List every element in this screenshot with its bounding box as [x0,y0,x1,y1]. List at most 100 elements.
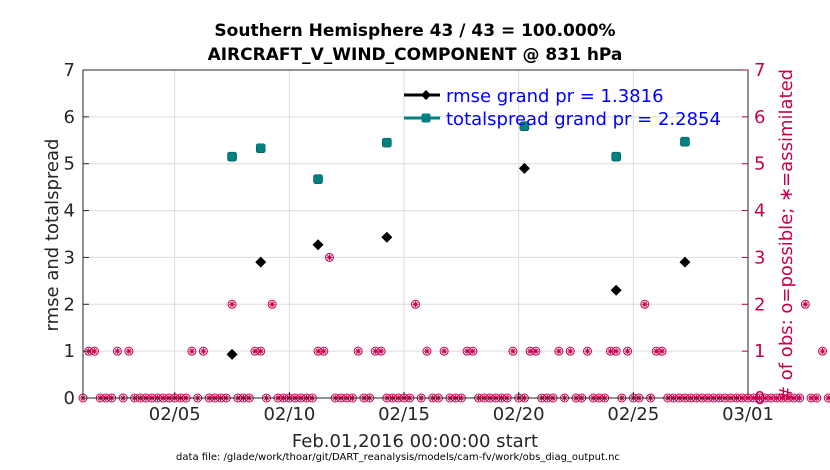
obs-assimilated-marker [125,348,132,355]
obs-assimilated-marker [767,395,774,401]
obs-possible-marker [124,346,134,356]
bottom-tick-label: 02/25 [607,404,659,425]
obs-assimilated-marker [567,348,574,355]
legend-rmse-label: rmse grand pr = 1.3816 [446,86,664,107]
left-tick-label: 3 [64,247,75,268]
obs-count-point [325,252,335,262]
obs-assimilated-marker [785,395,792,401]
obs-possible-marker [508,346,518,356]
right-tick-label: 1 [754,341,765,362]
bottom-tick-label: 02/10 [263,404,315,425]
obs-assimilated-marker [320,348,327,355]
obs-count-point [439,346,449,356]
obs-count-point [411,299,420,309]
obs-assimilated-marker [229,301,236,308]
obs-assimilated-marker [469,348,476,355]
obs-count-point [554,346,564,356]
obs-assimilated-marker [257,348,264,355]
obs-possible-marker [267,299,277,309]
obs-possible-marker [657,346,667,356]
obs-assimilated-marker [423,348,430,355]
legend-spread-label: totalspread grand pr = 2.2854 [446,109,721,130]
obs-count-point [376,346,386,356]
obs-count-point [800,299,810,309]
rmse-point [518,162,530,174]
bottom-axis-ticks: 02/05 02/10 02/15 02/20 02/25 03/01 [149,392,774,425]
obs-possible-marker [554,346,564,356]
spread-point [313,174,323,184]
obs-assimilated-marker [659,348,666,355]
obs-count-point [531,346,541,356]
obs-assimilated-marker [773,395,780,401]
y-axis-label-left: rmse and totalspread [42,139,63,332]
obs-possible-marker [319,346,329,356]
obs-assimilated-marker [527,348,534,355]
obs-assimilated-marker [790,395,797,401]
obs-count-point [124,346,134,356]
right-tick-label: 2 [754,294,765,315]
obs-count-point [657,346,667,356]
legend: rmse grand pr = 1.3816 totalspread grand… [404,86,721,130]
obs-count-point [565,346,575,356]
left-axis-ticks: 0 1 2 3 4 5 6 7 [64,60,89,409]
spread-point [382,137,392,148]
obs-assimilated-marker [200,348,207,355]
obs-possible-marker [812,393,822,403]
obs-assimilated-marker [825,395,830,401]
left-tick-label: 5 [64,154,75,175]
rmse-point [381,231,393,243]
right-tick-label: 5 [754,154,765,175]
spread-point [227,151,237,162]
obs-possible-marker [611,346,621,356]
spread-point [519,121,530,132]
obs-assimilated-marker [653,348,660,355]
obs-assimilated-marker [584,348,591,355]
obs-count-point [823,393,830,403]
right-tick-label: 0 [754,388,765,409]
obs-possible-marker [422,346,432,356]
obs-assimilated-marker [802,301,809,308]
obs-assimilated-marker [91,348,98,355]
obs-possible-marker [468,346,478,356]
bottom-tick-label: 02/20 [493,404,545,425]
obs-possible-marker [376,346,386,356]
legend-rmse-marker [421,90,431,100]
obs-assimilated-marker [269,301,276,308]
obs-count-point [198,346,208,356]
obs-possible-marker [818,346,828,356]
obs-assimilated-marker [796,395,803,401]
obs-possible-marker [823,393,830,403]
left-tick-label: 7 [64,60,75,81]
obs-possible-marker [800,299,810,309]
obs-count-point [112,346,122,356]
obs-count-point [508,346,518,356]
rmse-point [255,256,267,268]
obs-count-point [267,299,277,309]
bottom-tick-label: 02/15 [378,404,430,425]
obs-assimilated-marker [808,395,815,401]
obs-possible-marker [795,393,805,403]
obs-count-point [623,346,633,356]
obs-assimilated-marker [762,395,769,401]
obs-possible-marker [198,346,208,356]
obs-assimilated-marker [315,348,322,355]
obs-count-point [353,346,363,356]
obs-possible-marker [439,346,449,356]
obs-assimilated-marker [464,348,471,355]
chart-title-line1: Southern Hemisphere 43 / 43 = 100.000% [214,21,615,41]
obs-count-point [818,346,828,356]
obs-possible-marker [89,346,99,356]
right-tick-label: 4 [754,201,765,222]
bottom-tick-label: 03/01 [722,404,774,425]
obs-count-series [78,252,830,403]
right-tick-label: 3 [754,247,765,268]
obs-assimilated-marker [532,348,539,355]
x-axis-label: Feb.01,2016 00:00:00 start [292,431,538,452]
obs-count-point [319,346,329,356]
obs-count-point [89,346,99,356]
obs-assimilated-marker [114,348,121,355]
left-tick-label: 6 [64,107,75,128]
obs-possible-marker [531,346,541,356]
obs-assimilated-marker [779,395,786,401]
obs-possible-marker [565,346,575,356]
